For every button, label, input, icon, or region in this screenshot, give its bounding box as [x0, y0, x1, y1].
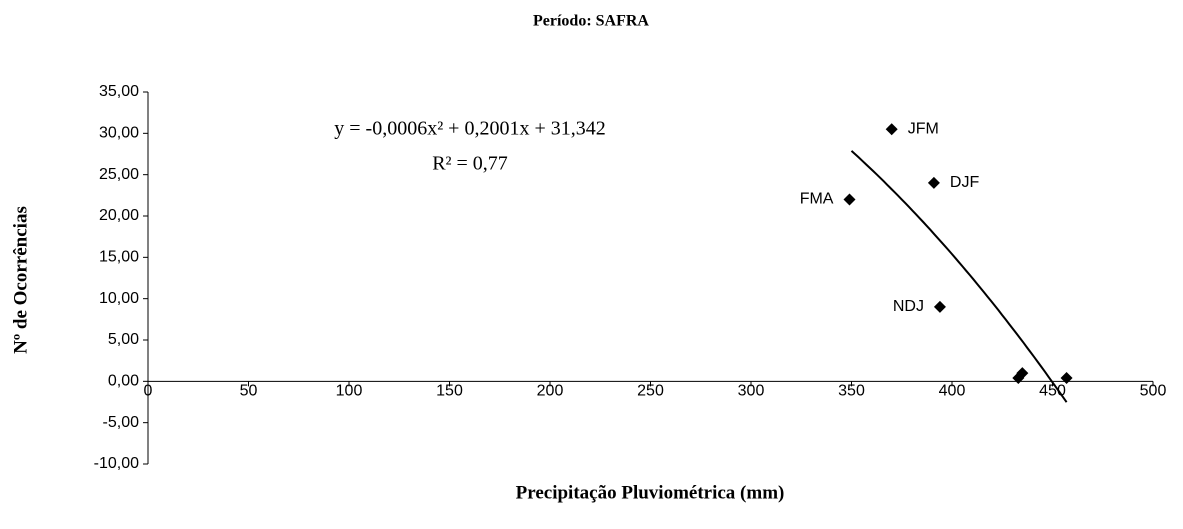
x-tick-label: 100 [336, 383, 363, 400]
y-tick-label: 0,00 [108, 373, 139, 390]
x-tick-label: 350 [838, 383, 865, 400]
trendline-equation: y = -0,0006x² + 0,2001x + 31,342 [334, 118, 606, 140]
x-tick-label: 300 [738, 383, 765, 400]
point-label: JFM [908, 120, 939, 137]
trendline [850, 150, 1068, 403]
x-tick-label: 0 [144, 383, 153, 400]
y-tick-label: 5,00 [108, 331, 139, 348]
y-tick-label: 10,00 [99, 290, 139, 307]
x-tick-label: 450 [1039, 383, 1066, 400]
point-label: DJF [950, 174, 980, 191]
y-tick-label: 15,00 [99, 249, 139, 266]
point-label: NDJ [893, 298, 924, 315]
y-tick-label: -5,00 [103, 414, 140, 431]
x-tick-label: 200 [537, 383, 564, 400]
x-axis-title: Precipitação Pluviométrica (mm) [516, 482, 785, 503]
trendline-r2: R² = 0,77 [432, 153, 508, 175]
x-tick-label: 500 [1140, 383, 1167, 400]
data-point [885, 123, 898, 136]
y-tick-label: 25,00 [99, 166, 139, 183]
data-point [933, 300, 946, 313]
data-point [1016, 367, 1029, 380]
data-point [843, 193, 856, 206]
y-tick-label: 35,00 [99, 83, 139, 100]
y-tick-label: 30,00 [99, 125, 139, 142]
data-point [927, 176, 940, 189]
y-tick-label: 20,00 [99, 207, 139, 224]
y-axis-title: Nº de Ocorrências [10, 206, 31, 354]
x-tick-label: 150 [436, 383, 463, 400]
chart-title: Período: SAFRA [533, 13, 649, 30]
data-point [1060, 372, 1073, 385]
point-label: FMA [800, 191, 834, 208]
x-tick-label: 50 [240, 383, 258, 400]
y-tick-label: -10,00 [94, 455, 139, 472]
x-tick-label: 250 [637, 383, 664, 400]
x-tick-label: 400 [939, 383, 966, 400]
